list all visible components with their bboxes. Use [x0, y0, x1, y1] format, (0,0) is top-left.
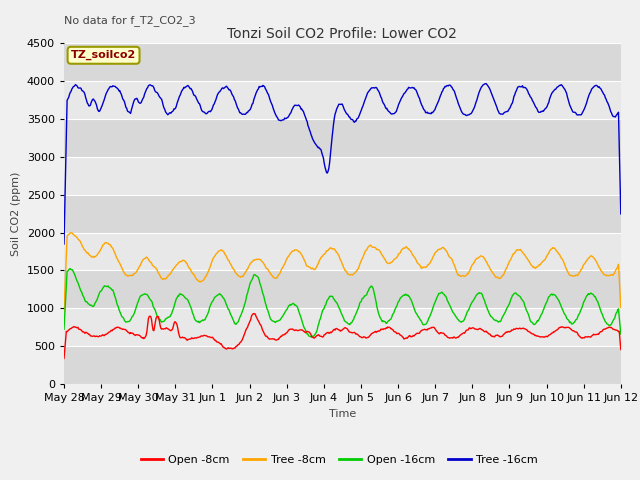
- Bar: [64, 346, 621, 384]
- Title: Tonzi Soil CO2 Profile: Lower CO2: Tonzi Soil CO2 Profile: Lower CO2: [227, 27, 458, 41]
- X-axis label: Time: Time: [329, 408, 356, 419]
- Bar: [64, 195, 621, 232]
- Bar: [64, 81, 621, 119]
- Bar: [64, 119, 621, 157]
- Bar: [64, 270, 621, 308]
- Bar: [64, 43, 621, 81]
- Text: No data for f_T2_CO2_3: No data for f_T2_CO2_3: [64, 15, 196, 26]
- Bar: [64, 308, 621, 346]
- Y-axis label: Soil CO2 (ppm): Soil CO2 (ppm): [12, 171, 21, 256]
- Legend: Open -8cm, Tree -8cm, Open -16cm, Tree -16cm: Open -8cm, Tree -8cm, Open -16cm, Tree -…: [136, 451, 542, 469]
- Bar: [64, 232, 621, 270]
- Text: TZ_soilco2: TZ_soilco2: [71, 50, 136, 60]
- Bar: [64, 157, 621, 195]
